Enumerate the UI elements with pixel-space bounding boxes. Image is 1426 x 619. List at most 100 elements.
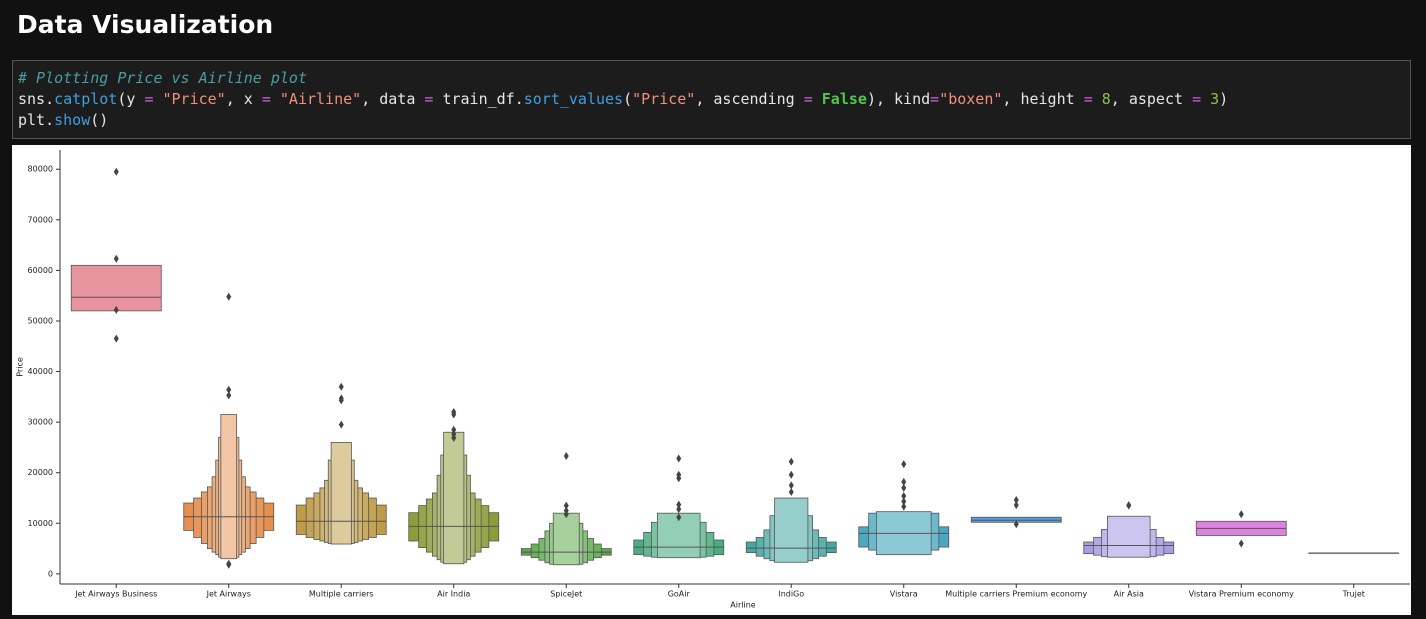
outlier	[1238, 510, 1244, 519]
code-token: 3	[1210, 90, 1220, 108]
y-tick-label: 50000	[28, 316, 53, 325]
box	[552, 512, 580, 566]
code-line: plt.show()	[18, 111, 108, 129]
code-token: (	[623, 90, 633, 108]
outlier	[788, 457, 794, 466]
y-tick-label: 0	[48, 569, 53, 578]
code-cell[interactable]: # Plotting Price vs Airline plot sns.catp…	[12, 60, 1411, 139]
outlier	[901, 491, 907, 500]
y-tick-label: 70000	[28, 215, 53, 224]
outlier	[563, 510, 569, 519]
outlier	[338, 382, 344, 391]
outlier	[113, 254, 119, 263]
code-token: 8	[1101, 90, 1111, 108]
outlier	[226, 391, 232, 400]
outlier	[901, 477, 907, 486]
code-token: =	[261, 90, 271, 108]
x-tick-label: SpiceJet	[550, 590, 582, 599]
code-line: sns.catplot(y = "Price", x = "Airline", …	[18, 90, 1228, 108]
code-token: "Price"	[162, 90, 226, 108]
code-token: , x	[225, 90, 262, 108]
outlier	[901, 502, 907, 511]
chart: Airline Price 0 10000 20000 30000 40000 50000…	[16, 150, 1410, 610]
box	[774, 497, 809, 563]
y-tick-label: 10000	[28, 519, 53, 528]
outlier	[113, 167, 119, 176]
code-token: sort_values	[523, 90, 624, 108]
code-token: train_df.	[433, 90, 524, 108]
outlier	[226, 292, 232, 301]
outlier	[1013, 501, 1019, 510]
outlier	[563, 501, 569, 510]
code-token: ()	[90, 111, 109, 129]
y-axis-label: Price	[16, 357, 25, 377]
outlier	[901, 497, 907, 506]
y-tick-label: 80000	[28, 165, 53, 174]
code-token: , aspect	[1110, 90, 1193, 108]
code-token: =	[930, 90, 940, 108]
outlier	[338, 396, 344, 405]
x-tick-label: Jet Airways Business	[74, 590, 157, 599]
box	[70, 264, 162, 312]
code-token: "Price"	[632, 90, 696, 108]
code-token: =	[1083, 90, 1093, 108]
x-tick-label: Trujet	[1342, 590, 1365, 599]
x-tick-label: Air India	[437, 590, 470, 599]
outlier	[1013, 520, 1019, 529]
x-tick-label: Vistara Premium economy	[1189, 590, 1295, 599]
outlier	[451, 410, 457, 419]
outlier	[563, 452, 569, 461]
code-token: , data	[361, 90, 425, 108]
outlier	[676, 500, 682, 509]
code-token	[1093, 90, 1102, 108]
outlier	[451, 425, 457, 434]
code-token: False	[821, 90, 867, 108]
code-token: =	[144, 90, 154, 108]
outlier	[226, 560, 232, 569]
box	[330, 441, 352, 545]
code-token: ), kind	[866, 90, 931, 108]
x-tick-label: GoAir	[668, 590, 691, 599]
outlier	[901, 483, 907, 492]
code-token: , ascending	[695, 90, 804, 108]
x-tick-label: Multiple carriers Premium economy	[945, 590, 1087, 599]
outlier	[788, 470, 794, 479]
outlier	[1013, 496, 1019, 505]
x-tick-label: IndiGo	[778, 590, 804, 599]
outlier	[788, 487, 794, 496]
outlier	[676, 474, 682, 483]
outlier	[676, 454, 682, 463]
output: Airline Price 0 10000 20000 30000 40000 50000…	[12, 145, 1411, 615]
x-tick-label: Multiple carriers	[309, 590, 374, 599]
box	[443, 431, 465, 565]
outlier	[451, 433, 457, 442]
code-token: sns.	[18, 90, 55, 108]
outlier	[226, 385, 232, 394]
code-token: plt.	[18, 111, 55, 129]
code-token: "Airline"	[279, 90, 362, 108]
code-line: # Plotting Price vs Airline plot	[18, 69, 307, 87]
code-token: # Plotting Price vs Airline plot	[18, 69, 307, 87]
outlier	[1126, 501, 1132, 510]
section-title: Data Visualization	[17, 10, 274, 39]
outlier	[338, 420, 344, 429]
code-token: catplot	[54, 90, 118, 108]
code-token: "boxen"	[939, 90, 1003, 108]
code-token: =	[1192, 90, 1202, 108]
y-tick-label: 30000	[28, 418, 53, 427]
outlier	[788, 481, 794, 490]
y-tick-label: 20000	[28, 468, 53, 477]
code-token: , height	[1002, 90, 1084, 108]
code-token	[153, 90, 162, 108]
outlier	[676, 513, 682, 522]
x-axis-label: Airline	[730, 601, 756, 610]
outlier	[901, 460, 907, 469]
y-tick-label: 40000	[28, 367, 53, 376]
code-token: =	[424, 90, 434, 108]
box	[1106, 515, 1151, 558]
code-token: (y	[117, 90, 145, 108]
code-token	[1201, 90, 1210, 108]
outlier	[676, 505, 682, 514]
x-tick-label: Air Asia	[1114, 590, 1144, 599]
